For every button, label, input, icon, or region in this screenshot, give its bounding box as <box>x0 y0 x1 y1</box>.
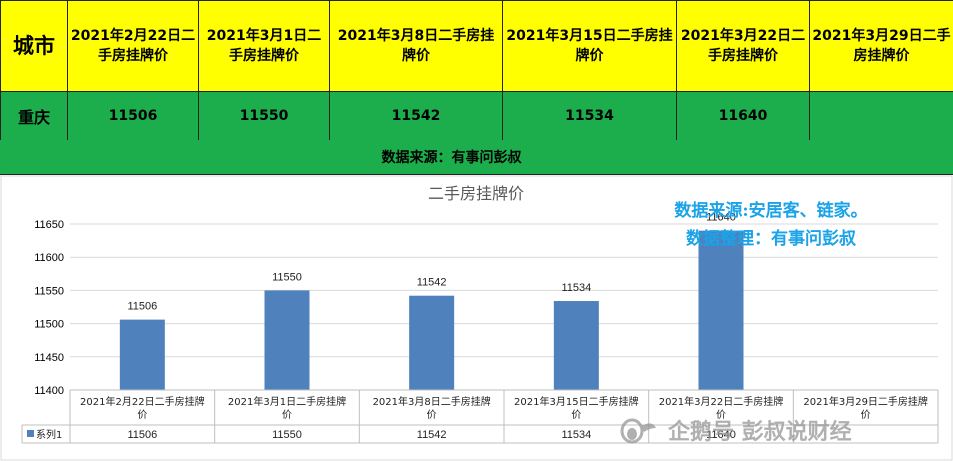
y-tick-label: 11450 <box>34 352 64 364</box>
value-cell-5: 11640 <box>676 91 810 141</box>
value-cell-6 <box>809 91 953 141</box>
col-header-4: 2021年3月15日二手房挂牌价 <box>502 0 677 92</box>
table-header-row: 城市 2021年2月22日二手房挂牌价 2021年3月1日二手房挂牌价 2021… <box>0 0 953 92</box>
bar <box>553 301 599 390</box>
bar <box>698 230 744 390</box>
col-header-5: 2021年3月22日二手房挂牌价 <box>676 0 810 92</box>
y-tick-label: 11650 <box>34 219 64 231</box>
table-value: 11550 <box>272 429 302 441</box>
legend-label: 系列1 <box>36 428 62 441</box>
category-label: 2021年3月22日二手房挂牌 <box>659 395 784 408</box>
category-label: 价 <box>571 409 581 421</box>
col-header-1: 2021年2月22日二手房挂牌价 <box>67 0 199 92</box>
category-label: 价 <box>427 409 437 421</box>
chart-title: 二手房挂牌价 <box>428 184 524 203</box>
data-label: 11506 <box>127 301 157 313</box>
y-tick-label: 11500 <box>34 319 64 331</box>
table-value: 11542 <box>417 429 447 441</box>
watermark-text: 企鹅号 彭叔说财经 <box>668 420 852 445</box>
value-cell-2: 11550 <box>198 91 330 141</box>
data-label: 11550 <box>272 271 302 283</box>
category-label: 价 <box>282 409 292 421</box>
category-label: 价 <box>137 409 147 421</box>
value-cell-1: 11506 <box>67 91 199 141</box>
table-value: 11534 <box>561 429 591 441</box>
col-header-6: 2021年3月29日二手房挂牌价 <box>809 0 953 92</box>
bar <box>119 319 165 390</box>
city-cell: 重庆 <box>0 91 68 141</box>
annotation-credit: 数据整理：有事问彭叔 <box>686 229 856 249</box>
table-row: 重庆 11506 11550 11542 11534 11640 <box>0 91 953 141</box>
category-label: 2021年2月22日二手房挂牌 <box>80 395 205 408</box>
bar <box>409 295 455 390</box>
y-tick-label: 11600 <box>34 252 64 264</box>
category-label: 2021年3月1日二手房挂牌 <box>228 395 346 408</box>
category-label: 2021年3月15日二手房挂牌 <box>514 395 639 408</box>
value-cell-3: 11542 <box>329 91 503 141</box>
source-note-bar: 数据来源：有事问彭叔 <box>0 140 953 175</box>
data-label: 11534 <box>561 282 591 294</box>
legend-swatch <box>27 430 34 437</box>
city-header: 城市 <box>0 0 68 92</box>
data-label: 11542 <box>417 277 447 289</box>
table-value: 11640 <box>706 429 736 441</box>
col-header-2: 2021年3月1日二手房挂牌价 <box>198 0 330 92</box>
y-tick-label: 11550 <box>34 285 64 297</box>
price-table: 城市 2021年2月22日二手房挂牌价 2021年3月1日二手房挂牌价 2021… <box>0 0 953 141</box>
category-label: 2021年3月8日二手房挂牌 <box>373 395 491 408</box>
category-label: 2021年3月29日二手房挂牌 <box>803 395 928 408</box>
watermark: 企鹅号 彭叔说财经 <box>618 414 852 446</box>
category-label: 价 <box>861 409 871 421</box>
annotation-source: 数据来源:安居客、链家。 <box>674 201 868 221</box>
col-header-3: 2021年3月8日二手房挂牌价 <box>329 0 503 92</box>
y-tick-label: 11400 <box>34 385 64 397</box>
table-value: 11506 <box>127 429 157 441</box>
data-label: 11640 <box>706 212 736 224</box>
category-label: 价 <box>716 409 726 421</box>
penguin-logo-icon <box>620 418 656 444</box>
price-chart: 二手房挂牌价 11400 11450 11500 11550 11600 11650 1150… <box>0 175 953 461</box>
value-cell-4: 11534 <box>502 91 677 141</box>
source-note: 数据来源：有事问彭叔 <box>381 150 522 166</box>
bar <box>264 290 310 390</box>
